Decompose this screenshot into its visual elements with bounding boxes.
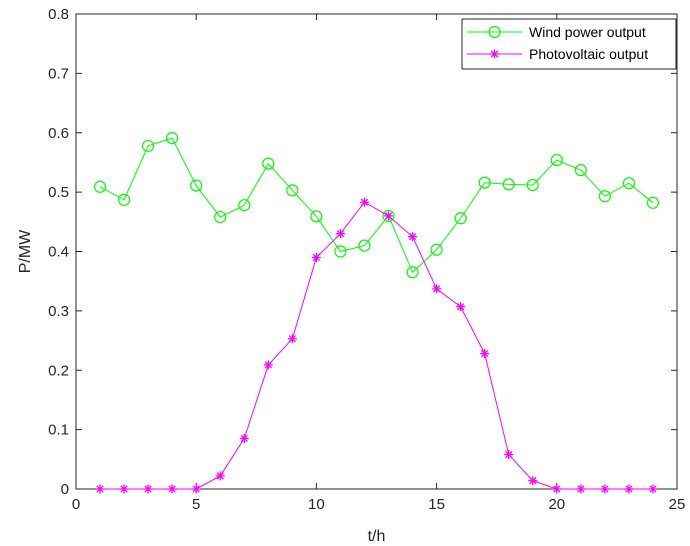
data-point-wind (406, 266, 419, 279)
axis-ticks: 0 5 10 15 20 25 0 0.1 0.2 0.3 0.4 0.5 0.6 0.7 0.8 (48, 6, 685, 513)
data-point-wind (502, 178, 515, 191)
data-point-wind (550, 153, 563, 167)
x-tick-label: 20 (548, 496, 565, 513)
data-point-pv (480, 349, 490, 359)
data-point-wind (166, 131, 179, 145)
data-point-pv (215, 471, 225, 481)
data-point-wind (382, 209, 395, 222)
data-point-pv (456, 302, 466, 312)
legend-marker-wind (488, 25, 501, 39)
data-point-pv (287, 334, 297, 344)
data-point-wind (238, 199, 251, 212)
data-point-wind (646, 196, 660, 209)
y-tick-label: 0 (61, 481, 69, 498)
x-axis-title: t/h (368, 528, 386, 545)
data-point-pv (432, 284, 442, 294)
y-tick-label: 0.1 (48, 422, 69, 439)
data-point-pv (167, 484, 177, 494)
plot-area (75, 13, 678, 490)
data-point-wind (430, 243, 443, 256)
data-point-wind (478, 176, 491, 189)
x-tick-label: 10 (308, 496, 325, 513)
x-tick-label: 0 (72, 496, 80, 513)
x-tick-label: 25 (669, 496, 686, 513)
y-tick-label: 0.3 (48, 303, 69, 320)
data-point-pv (119, 484, 129, 494)
legend: Wind power output Photovoltaic output (461, 18, 677, 70)
data-point-pv (311, 252, 321, 262)
data-point-wind (214, 210, 227, 224)
y-tick-label: 0.4 (48, 244, 69, 261)
data-point-wind (622, 177, 636, 190)
data-point-wind (117, 193, 131, 206)
data-point-wind (574, 164, 587, 177)
data-point-pv (239, 434, 249, 444)
data-point-pv (576, 484, 586, 494)
data-point-wind (286, 184, 299, 197)
data-point-wind (190, 179, 203, 192)
data-point-pv (624, 484, 634, 494)
data-point-wind (598, 190, 611, 203)
series-pv (95, 197, 658, 494)
data-point-pv (95, 484, 105, 494)
legend-label-wind: Wind power output (529, 24, 646, 40)
series-line-wind (99, 137, 654, 274)
y-tick-label: 0.8 (48, 6, 69, 23)
data-point-pv (143, 484, 153, 494)
data-point-pv (504, 450, 514, 460)
x-tick-label: 15 (428, 496, 445, 513)
x-tick-label: 5 (192, 496, 200, 513)
y-tick-label: 0.6 (48, 125, 69, 142)
data-point-pv (528, 476, 538, 486)
series-wind (93, 131, 660, 279)
data-point-pv (263, 360, 273, 370)
data-point-wind (262, 157, 275, 170)
data-point-pv (648, 484, 658, 494)
data-point-pv (359, 197, 369, 207)
data-point-wind (310, 210, 323, 223)
legend-label-pv: Photovoltaic output (529, 46, 648, 62)
data-point-wind (93, 180, 107, 193)
data-point-pv (600, 484, 610, 494)
y-axis-title: P/MW (17, 229, 34, 273)
data-point-pv (335, 229, 345, 239)
y-tick-label: 0.2 (48, 362, 69, 379)
data-point-wind (142, 139, 155, 152)
data-point-pv (384, 211, 394, 221)
y-tick-label: 0.5 (48, 184, 69, 201)
legend-marker-pv (490, 49, 499, 59)
data-point-pv (552, 484, 562, 494)
y-tick-label: 0.7 (48, 65, 69, 82)
series-layer (93, 131, 660, 494)
data-point-wind (358, 239, 371, 252)
data-point-wind (454, 212, 467, 225)
data-point-wind (334, 245, 347, 258)
data-point-wind (526, 178, 539, 192)
data-point-pv (191, 484, 201, 494)
data-point-pv (408, 232, 418, 242)
